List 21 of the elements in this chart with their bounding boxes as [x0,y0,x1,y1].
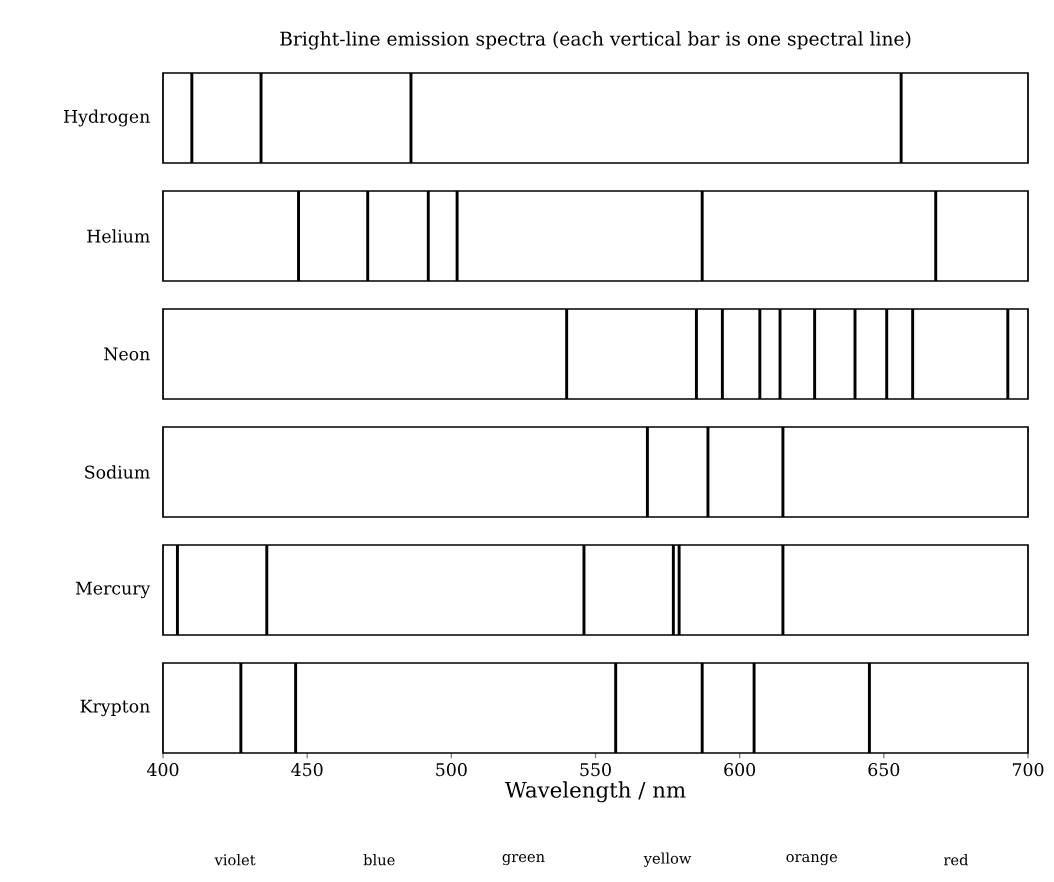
y-axis-title: Krypton [80,699,150,717]
x-tick-label: 500 [436,763,467,777]
x-tick-label: 650 [868,763,900,777]
chart-title: Bright-line emission spectra (each vertical bar is one spectral line) [280,31,911,50]
x-tick-label: 700 [1012,763,1044,777]
y-axis-title: Hydrogen [64,109,150,127]
x-axis-title: Wavelength / nm [504,781,686,803]
y-axis-title: Sodium [85,465,150,479]
text: violet [214,853,256,866]
x-tick-label: 600 [724,763,756,777]
text: red [943,853,969,866]
text: orange [786,854,838,866]
x-tick-label: 450 [291,763,323,777]
y-axis-title: Helium [87,229,150,243]
y-axis-title: Neon [104,347,150,361]
y-axis-title: Mercury [75,581,151,599]
x-tick-label: 400 [147,763,179,777]
x-tick-label: 550 [580,763,611,777]
text: green [502,854,545,866]
text: blue [363,853,395,866]
text: yellow [643,852,692,867]
